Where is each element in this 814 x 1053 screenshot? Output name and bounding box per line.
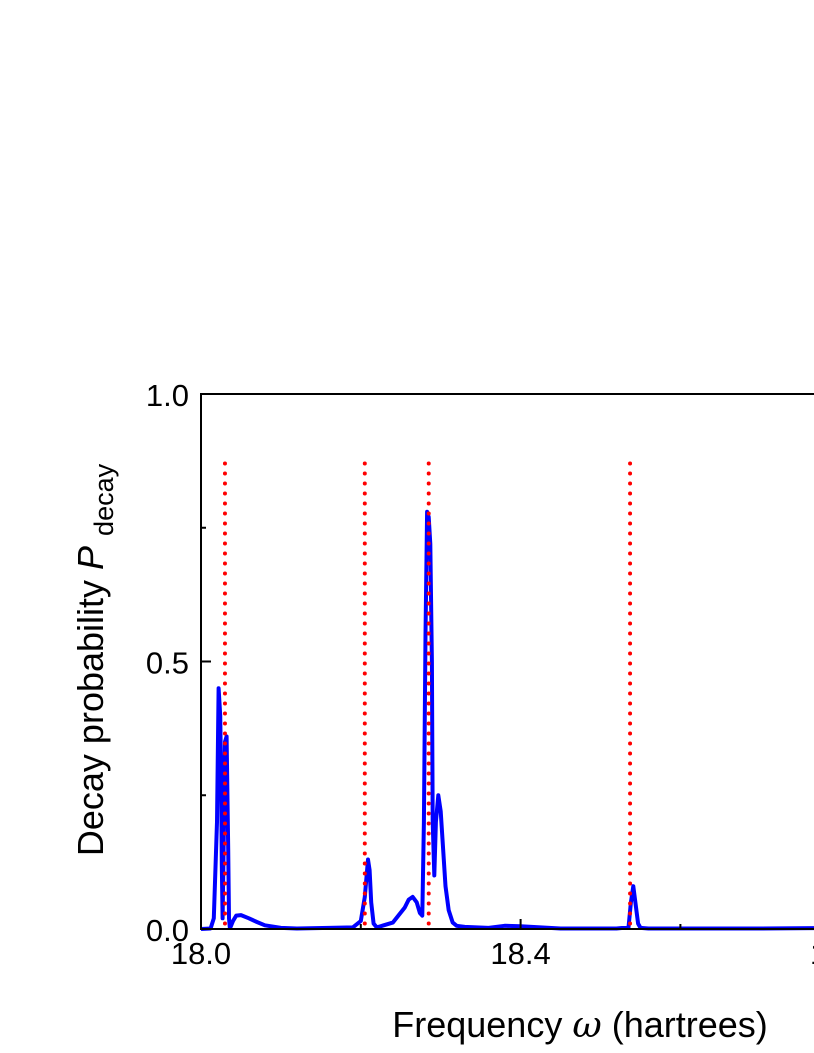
- x-tick-label: 18.4: [490, 936, 550, 971]
- y-axis-label: Decay probability P decay: [70, 463, 119, 856]
- y-tick-label: 1.0: [146, 378, 189, 413]
- x-axis-label-symbol: ω: [572, 1005, 601, 1046]
- y-tick-label: 0.0: [146, 913, 189, 948]
- axes: 0.0 0.5 1.0 18.0 18.4 18.8: [146, 378, 814, 971]
- y-axis-label-subscript: decay: [89, 463, 119, 536]
- y-axis-label-prefix: Decay probability: [70, 570, 111, 856]
- decay-probability-series: [200, 509, 814, 931]
- y-tick-label: 0.5: [146, 646, 189, 681]
- y-axis-label-symbol: P: [70, 546, 111, 570]
- x-axis-label: Frequency ω (hartrees): [392, 1004, 768, 1046]
- plot-area: [200, 461, 814, 931]
- x-axis-label-suffix: (hartrees): [612, 1004, 768, 1045]
- x-tick-label: 18.8: [810, 936, 814, 971]
- x-tick-label: 18.0: [171, 936, 231, 971]
- x-axis-label-prefix: Frequency: [392, 1004, 572, 1045]
